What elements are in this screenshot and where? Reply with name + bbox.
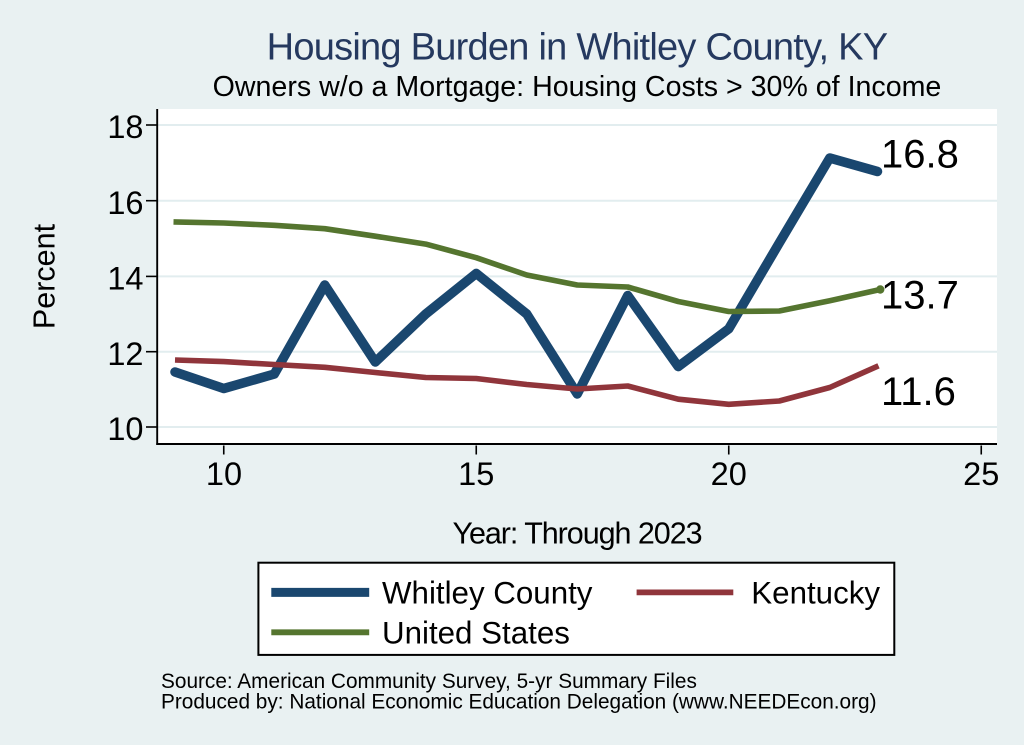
svg-text:12: 12 bbox=[107, 336, 143, 372]
svg-text:Owners w/o a Mortgage: Housing: Owners w/o a Mortgage: Housing Costs > 3… bbox=[213, 71, 942, 103]
svg-text:16: 16 bbox=[107, 185, 143, 221]
svg-text:18: 18 bbox=[107, 109, 143, 145]
svg-text:10: 10 bbox=[206, 456, 242, 492]
svg-text:25: 25 bbox=[963, 456, 999, 492]
svg-text:13.7: 13.7 bbox=[881, 274, 959, 318]
svg-text:14: 14 bbox=[107, 261, 143, 297]
svg-text:Kentucky: Kentucky bbox=[751, 575, 880, 610]
svg-text:Percent: Percent bbox=[28, 223, 62, 329]
svg-text:10: 10 bbox=[107, 411, 143, 447]
svg-text:Whitley County: Whitley County bbox=[382, 575, 593, 610]
svg-text:Source: American Community Sur: Source: American Community Survey, 5-yr … bbox=[161, 670, 697, 693]
svg-text:Produced by: National Economic: Produced by: National Economic Education… bbox=[161, 690, 877, 713]
svg-text:20: 20 bbox=[711, 456, 747, 492]
svg-text:16.8: 16.8 bbox=[881, 133, 959, 177]
svg-text:United States: United States bbox=[382, 615, 570, 650]
svg-text:Year: Through 2023: Year: Through 2023 bbox=[452, 517, 701, 551]
svg-text:11.6: 11.6 bbox=[881, 370, 956, 414]
svg-text:Housing Burden in Whitley Coun: Housing Burden in Whitley County, KY bbox=[267, 27, 888, 69]
svg-text:15: 15 bbox=[458, 456, 494, 492]
